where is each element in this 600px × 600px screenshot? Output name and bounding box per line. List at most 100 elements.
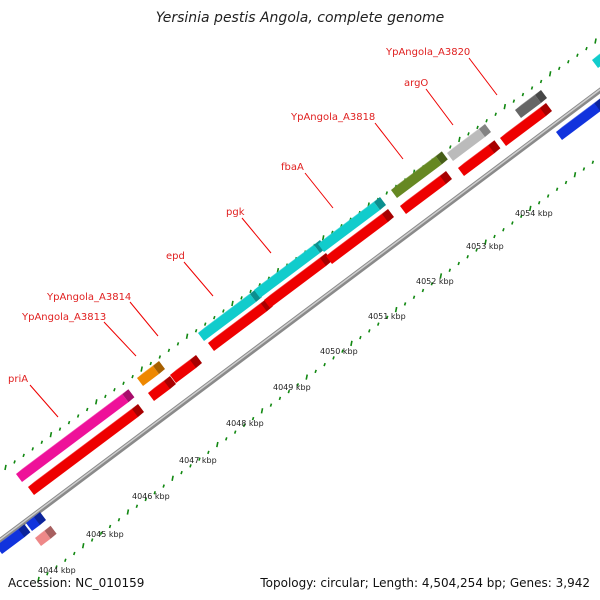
ruler-dot — [539, 79, 543, 84]
cds-feature — [170, 355, 202, 383]
ruler-dot — [305, 374, 309, 380]
ruler-dot — [591, 160, 595, 165]
label-leader-line — [129, 301, 159, 337]
label-leader-line — [103, 321, 137, 357]
ruler-dot — [240, 296, 243, 300]
gene-epd — [198, 289, 262, 341]
ruler-dot — [122, 381, 125, 385]
ruler-dot — [46, 572, 49, 576]
ruler-dot — [213, 315, 216, 320]
ruler-dot — [485, 119, 488, 123]
label-leader-line — [374, 122, 404, 160]
gene-right-edge — [592, 53, 600, 68]
gene-pgk-b — [318, 197, 386, 252]
ruler-dot — [185, 333, 189, 339]
ruler-dot — [22, 453, 25, 458]
ruler-dot — [582, 167, 586, 171]
ruler-dot — [458, 136, 461, 143]
gene-label-a3820: YpAngola_A3820 — [385, 47, 470, 58]
label-leader-line — [183, 261, 214, 297]
ruler-dot — [222, 309, 225, 313]
gene-YpAngola_A3813 — [137, 361, 165, 386]
ruler-dot — [233, 430, 237, 434]
ruler-dot — [90, 538, 94, 542]
ruler-dot — [287, 389, 291, 394]
kbp-tick-label: 4046 kbp — [132, 492, 170, 501]
label-leader-line — [304, 172, 334, 209]
gene-blue-left — [0, 524, 31, 554]
ruler-dot — [144, 497, 148, 502]
gene-label-epd: epd — [166, 251, 185, 262]
ruler-dot — [564, 180, 568, 185]
ruler-dot — [176, 342, 180, 346]
ruler-dot — [430, 281, 434, 286]
ruler-dot — [385, 191, 389, 195]
gene-salmon — [35, 525, 57, 546]
ruler-dot — [131, 374, 134, 379]
genome-backbone — [0, 87, 600, 544]
gene-label-fbaA: fbaA — [281, 162, 304, 173]
ruler-dot — [203, 322, 207, 326]
kbp-tick-label: 4053 kbp — [466, 242, 504, 251]
ruler-dot — [231, 300, 234, 307]
ruler-dot — [64, 558, 67, 563]
ruler-dot — [58, 427, 62, 431]
ruler-dot — [117, 518, 121, 522]
ruler-dot — [224, 437, 228, 441]
ruler-dot — [466, 254, 469, 259]
ruler-dot — [412, 295, 416, 299]
kbp-tick-label: 4054 kbp — [515, 209, 553, 218]
accession-text: Accession: NC_010159 — [8, 576, 145, 590]
ruler-dot — [512, 99, 516, 103]
cds-feature — [458, 140, 501, 176]
kbp-tick-label: 4045 kbp — [86, 530, 124, 539]
ruler-dot — [99, 531, 103, 536]
ruler-dot — [321, 235, 325, 241]
ruler-dot — [140, 366, 143, 372]
ruler-dot — [368, 329, 371, 333]
ruler-dot — [198, 457, 201, 461]
ruler-dot — [421, 288, 425, 293]
ruler-dot — [216, 441, 219, 448]
ruler-dot — [153, 491, 156, 495]
ruler-dot — [585, 46, 588, 51]
genome-stats-text: Topology: circular; Length: 4,504,254 bp… — [260, 576, 590, 590]
cds-feature — [148, 376, 176, 401]
gene-YpAngola_A3820 — [515, 90, 547, 118]
ruler-dot — [180, 470, 183, 475]
kbp-tick-label: 4044 kbp — [38, 566, 76, 575]
ruler-dot — [521, 92, 525, 97]
ruler-dot — [149, 361, 153, 366]
ruler-dot — [31, 447, 34, 451]
ruler-dot — [457, 261, 460, 266]
ruler-dot — [4, 464, 7, 471]
inner-ruler-dots — [37, 160, 595, 583]
gene-argO — [447, 124, 491, 161]
ruler-dot — [403, 302, 407, 306]
gene-blue-right — [556, 98, 600, 140]
outer-ruler-dots — [4, 38, 597, 471]
cds-feature — [28, 404, 144, 495]
ruler-dot — [546, 194, 550, 198]
ruler-dot — [467, 132, 470, 136]
ruler-dot — [167, 348, 171, 353]
ruler-dot — [249, 289, 252, 294]
ruler-dot — [194, 328, 198, 333]
ruler-dot — [475, 248, 478, 252]
kbp-tick-label: 4047 kbp — [179, 456, 217, 465]
cds-feature — [326, 209, 394, 264]
ruler-dot — [484, 239, 487, 245]
label-leader-line — [29, 384, 59, 418]
ruler-dot — [73, 551, 76, 556]
kbp-tick-label: 4050 kbp — [320, 347, 358, 356]
ruler-dot — [207, 450, 210, 455]
ruler-dot — [13, 460, 16, 464]
ruler-dot — [113, 388, 116, 392]
cds-feature — [400, 171, 452, 214]
gene-label-a3813: YpAngola_A3813 — [21, 312, 106, 323]
ruler-dot — [94, 399, 98, 405]
ruler-dot — [158, 355, 162, 359]
ruler-dot — [108, 524, 112, 529]
ruler-dot — [394, 306, 398, 313]
